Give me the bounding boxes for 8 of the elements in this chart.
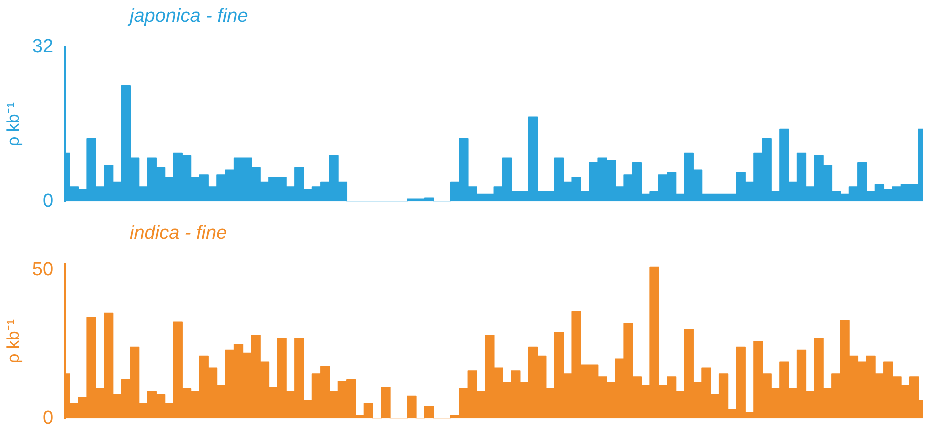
chart-title: indica - fine — [130, 223, 228, 245]
chart-title: japonica - fine — [130, 6, 248, 28]
y-tick-label: 32 — [32, 36, 54, 58]
y-axis-title: ρ kb⁻¹ — [4, 102, 23, 147]
y-tick-label: 0 — [42, 190, 54, 212]
y-tick-label: 0 — [42, 408, 54, 429]
y-tick-label: 50 — [32, 260, 54, 281]
y-axis-title: ρ kb⁻¹ — [4, 319, 23, 364]
